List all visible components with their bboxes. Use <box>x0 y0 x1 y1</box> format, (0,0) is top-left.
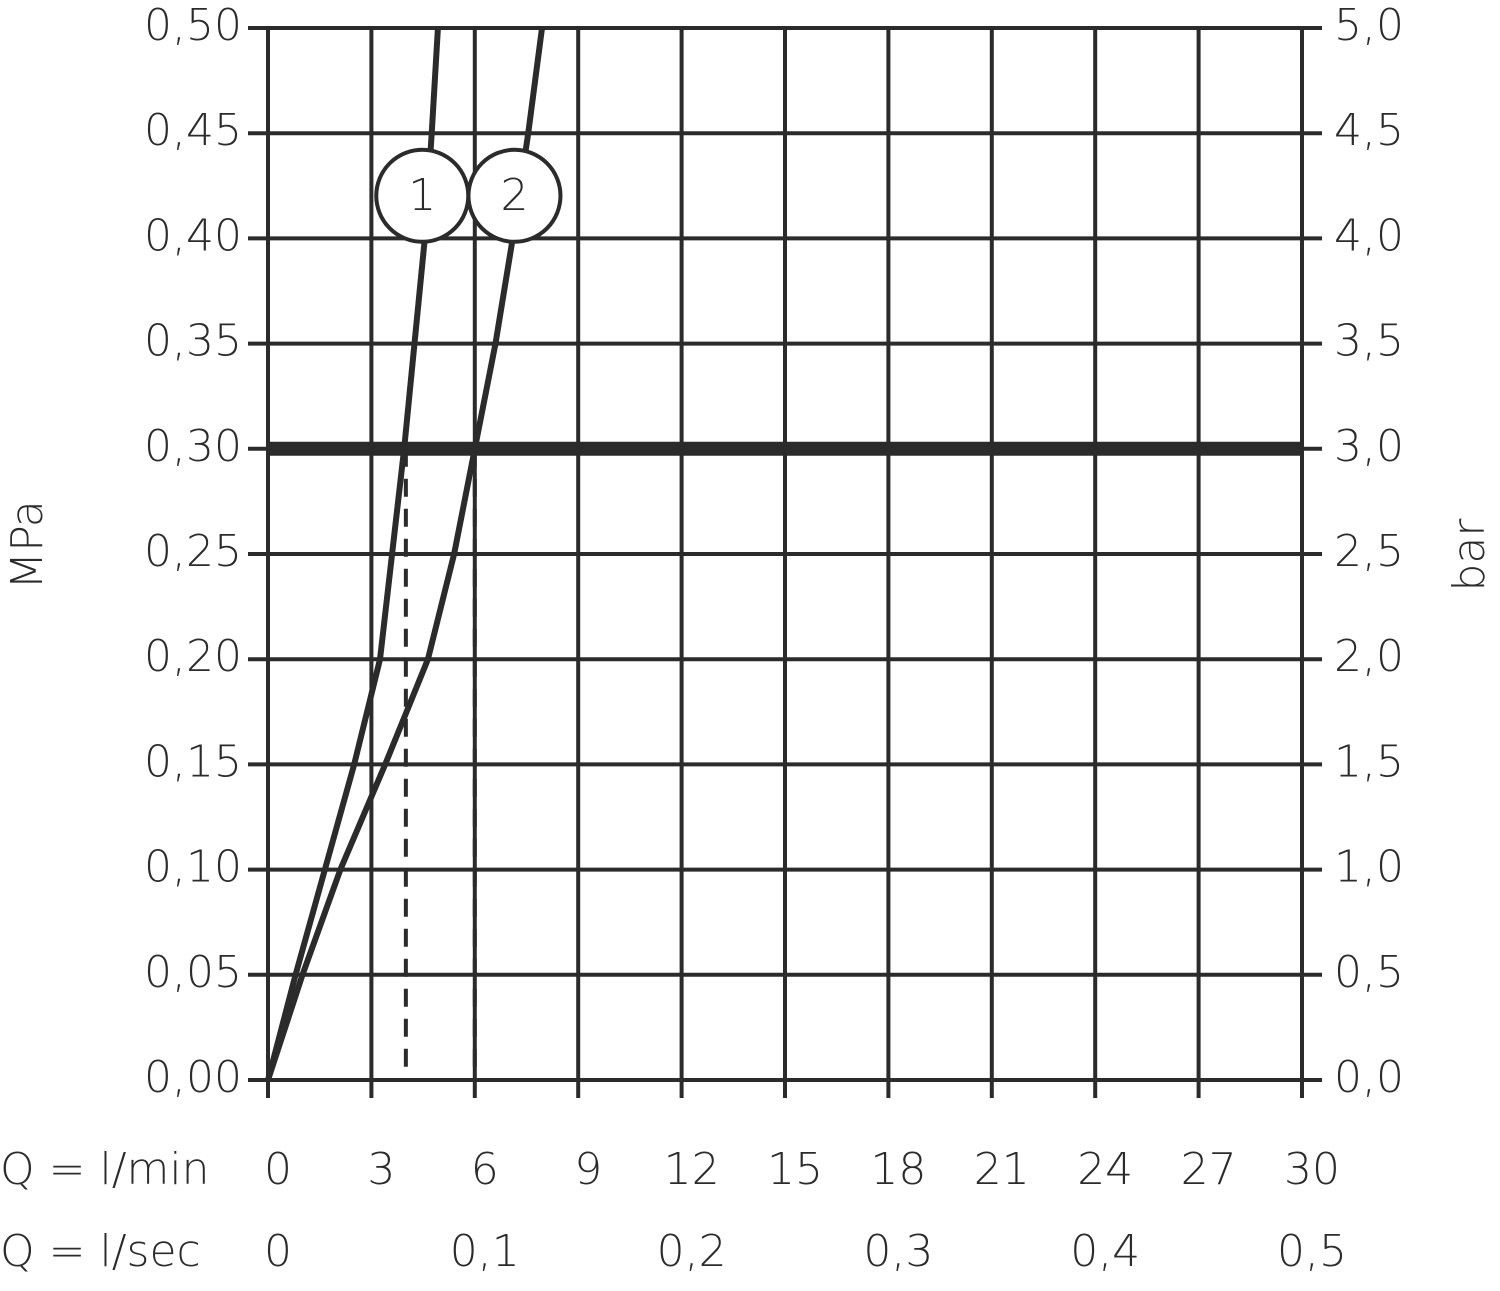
y-tick-label: 0,50 <box>144 0 242 51</box>
x-tick-label: 0 <box>264 1144 292 1195</box>
y2-tick-label: 3,0 <box>1334 421 1404 472</box>
x-tick-label: 9 <box>574 1144 602 1195</box>
x2-tick-label: 0,3 <box>863 1226 933 1277</box>
x-tick-label: 18 <box>870 1144 926 1195</box>
x2-tick-label: 0,1 <box>450 1226 520 1277</box>
series-label: 1 <box>408 170 436 221</box>
y-axis-label: MPa <box>2 500 53 589</box>
y-tick-label: 0,15 <box>144 736 242 787</box>
y-tick-label: 0,30 <box>144 421 242 472</box>
y2-tick-label: 2,5 <box>1334 526 1404 577</box>
y2-tick-label: 3,5 <box>1334 316 1404 367</box>
y-tick-label: 0,25 <box>144 526 242 577</box>
x-tick-label: 3 <box>367 1144 395 1195</box>
x2-tick-label: 0,5 <box>1277 1226 1347 1277</box>
x-tick-label: 24 <box>1077 1144 1133 1195</box>
y2-tick-label: 5,0 <box>1334 0 1404 51</box>
y-tick-label: 0,45 <box>144 105 242 156</box>
y-tick-label: 0,05 <box>144 947 242 998</box>
x-tick-label: 27 <box>1181 1144 1237 1195</box>
x-axis-label: Q = l/min <box>0 1144 210 1195</box>
series-label-circle <box>466 147 563 244</box>
y2-tick-label: 1,0 <box>1334 842 1404 893</box>
y2-tick-label: 4,0 <box>1334 210 1404 261</box>
series-label: 2 <box>500 170 528 221</box>
x-tick-label: 21 <box>974 1144 1030 1195</box>
x-tick-label: 6 <box>471 1144 499 1195</box>
y-tick-label: 0,35 <box>144 316 242 367</box>
x-tick-label: 15 <box>767 1144 823 1195</box>
y2-tick-label: 0,0 <box>1334 1052 1404 1103</box>
y2-axis-label: bar <box>1444 518 1495 592</box>
x-tick-label: 30 <box>1284 1144 1340 1195</box>
y2-tick-label: 2,0 <box>1334 631 1404 682</box>
y-tick-label: 0,10 <box>144 842 242 893</box>
y-tick-label: 0,00 <box>144 1052 242 1103</box>
y2-tick-label: 1,5 <box>1334 736 1404 787</box>
y2-tick-label: 4,5 <box>1334 105 1404 156</box>
x2-tick-label: 0 <box>264 1226 292 1277</box>
x-tick-label: 12 <box>664 1144 720 1195</box>
y-tick-label: 0,40 <box>144 210 242 261</box>
x2-tick-label: 0,4 <box>1070 1226 1140 1277</box>
y2-tick-label: 0,5 <box>1334 947 1404 998</box>
x2-axis-label: Q = l/sec <box>0 1226 201 1277</box>
y-tick-label: 0,20 <box>144 631 242 682</box>
x2-tick-label: 0,2 <box>657 1226 727 1277</box>
